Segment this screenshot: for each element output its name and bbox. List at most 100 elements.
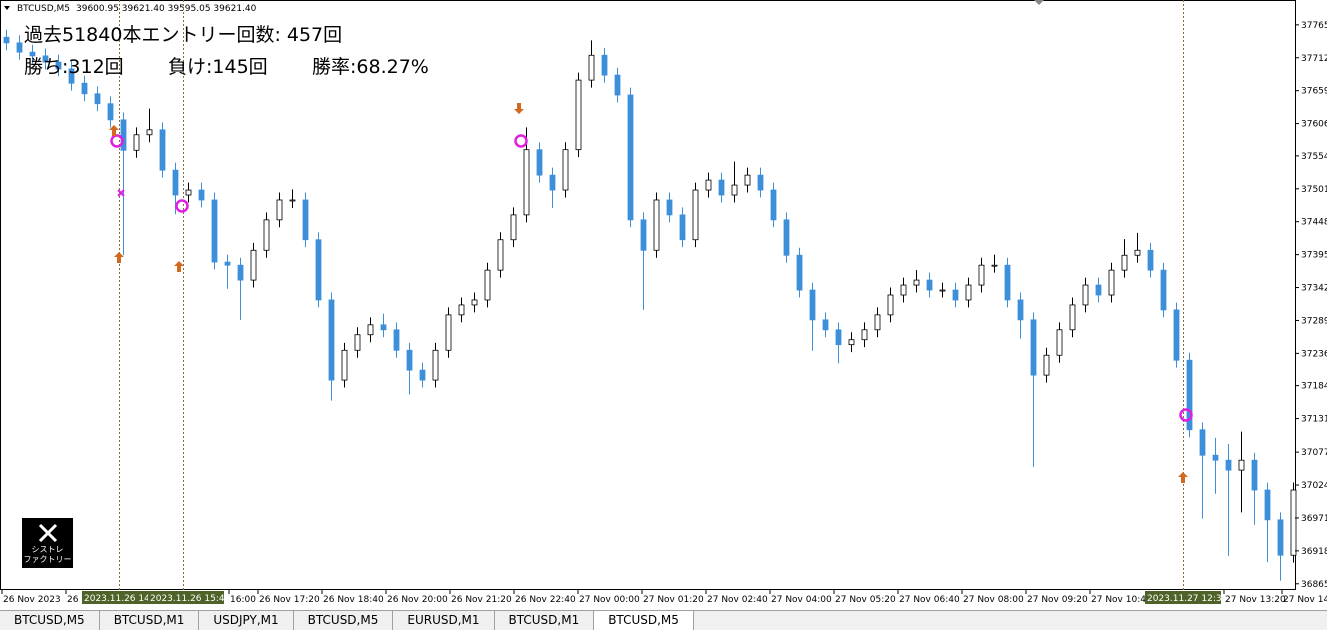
x-tick-label: 27 Nov 06:40 [899,595,960,605]
candle-body [1212,454,1219,461]
candle-body [1004,264,1011,301]
candle-body [107,103,114,121]
candle-body [965,284,972,301]
x-marker-bg [1145,591,1221,604]
tab[interactable]: EURUSD,M1 [393,611,495,630]
y-tick-label: 37236 [1301,349,1327,359]
chart: BTCUSD,M5 39600.95 39621.40 39595.05 396… [0,0,1327,605]
y-tick-label: 37659 [1301,87,1327,97]
candle-body [29,51,36,57]
x-tick-label: 26 Nov 22:40 [515,595,576,605]
candle-body [536,149,543,176]
shift-marker [1034,0,1044,5]
y-tick-label: 36918 [1301,547,1327,557]
candle-body [263,219,270,251]
candle-body [1121,254,1128,271]
x-tick-label: 27 Nov 01:20 [643,595,704,605]
candle-body [250,249,257,281]
candle-body [666,199,673,216]
candle-body [432,349,439,381]
candle-body [393,329,400,351]
candle-body [627,94,634,221]
candle-body [822,319,829,331]
x-tick-label: 26 Nov 17:20 [259,595,320,605]
ohlc: 39600.95 39621.40 39595.05 39621.40 [76,4,257,14]
wins: 勝ち:312回 [24,56,124,78]
entry-circle [1179,408,1193,422]
arrows [109,103,1188,483]
y-tick-label: 37501 [1301,185,1327,195]
tab[interactable]: BTCUSD,M5 [294,611,394,630]
x-marker-bg [82,591,158,604]
candle-body [471,299,478,306]
candle-body [770,189,777,221]
candle-body [1251,459,1258,491]
x-tick-label: 27 Nov 13:20 [1225,595,1286,605]
candle-body [1017,299,1024,321]
tab[interactable]: BTCUSD,M5 [0,611,100,630]
x-tick-label: 27 Nov 14 [1283,595,1327,605]
candle-body [1043,354,1050,376]
candle-body [939,289,946,292]
candle-body [419,369,426,381]
candle-body [133,134,140,151]
tab[interactable]: BTCUSD,M1 [100,611,200,630]
exit-cross [117,189,125,197]
down-arrow [514,103,524,114]
candle-body [1225,459,1232,471]
candle-body [1147,249,1154,271]
candle-body [523,149,530,216]
candle-body [679,214,686,241]
x-marker-label: 2023.11.27 12:35 [1147,594,1227,604]
x-tick-label: 27 Nov 10:4 [1091,595,1146,605]
candle-body [1290,489,1297,556]
candle-body [744,174,751,186]
candle-body [1160,269,1167,311]
y-tick-label: 36971 [1301,514,1327,524]
y-tick-label: 37289 [1301,316,1327,326]
candle-body [380,324,387,331]
candle-body [1264,489,1271,521]
up-arrow [1178,472,1188,483]
candle-body [367,324,374,336]
candle-body [146,129,153,136]
entry-circle [514,134,528,148]
candle-body [341,349,348,381]
x-tick-label: 26 Nov 20:00 [387,595,448,605]
x-tick-label: 27 Nov 02:40 [707,595,768,605]
candle-body [224,261,231,266]
y-tick-label: 37077 [1301,448,1327,458]
tab[interactable]: USDJPY,M1 [199,611,294,630]
candle-body [185,189,192,196]
candle-body [692,189,699,241]
entry-circle [175,199,189,213]
candle-body [406,349,413,371]
up-arrow [109,125,119,136]
candle-body [484,269,491,301]
candle-body [731,184,738,196]
y-tick-label: 37448 [1301,218,1327,228]
candle-body [289,199,296,202]
y-tick-label: 37606 [1301,120,1327,130]
candle-body [458,304,465,316]
tab[interactable]: BTCUSD,M5 [594,611,694,630]
logo: シストレ ファクトリー [22,518,73,568]
plot-frame [0,0,1296,590]
symbol: BTCUSD,M5 [17,4,70,14]
candle-body [796,254,803,291]
y-tick-label: 37342 [1301,284,1327,294]
entry-circle [110,134,124,148]
candle-body [1238,459,1245,471]
candle-body [874,314,881,331]
tab[interactable]: BTCUSD,M1 [495,611,595,630]
candle-body [55,61,62,70]
up-arrow [174,261,184,272]
candle-body [640,219,647,251]
candle-body [159,129,166,171]
candle-body [549,174,556,191]
candle-body [510,214,517,241]
y-tick-label: 37395 [1301,251,1327,261]
candle-body [614,74,621,96]
x-tick-label: 27 Nov 04:00 [771,595,832,605]
